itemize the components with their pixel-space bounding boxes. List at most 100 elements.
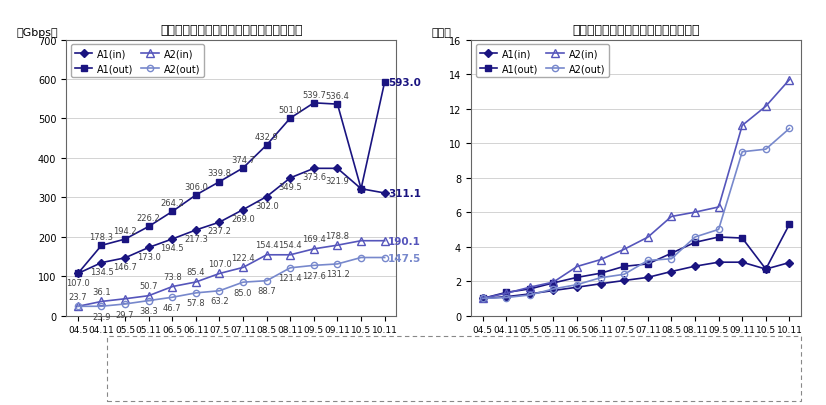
A2(in) (643, 235, 653, 240)
Text: 373.6: 373.6 (301, 173, 326, 182)
A1(in) (309, 166, 319, 171)
A2(in) (572, 264, 582, 269)
A2(in) (690, 210, 700, 215)
Text: 339.8: 339.8 (207, 169, 231, 178)
Text: 23.9: 23.9 (93, 312, 111, 321)
A1(in) (738, 260, 748, 265)
Legend: A1(in), A1(out), A2(in), A2(out): A1(in), A1(out), A2(in), A2(out) (71, 45, 204, 78)
A1(out) (690, 240, 700, 245)
A1(in) (285, 176, 295, 181)
A2(in) (120, 296, 130, 301)
A1(in) (596, 281, 605, 286)
Text: 85.4: 85.4 (187, 268, 205, 277)
A1(in) (690, 264, 700, 269)
A1(in) (667, 269, 676, 274)
A1(in) (501, 294, 511, 299)
A2(out) (333, 262, 343, 267)
A1(in) (477, 296, 487, 301)
A2(out) (477, 296, 487, 301)
A2(out) (596, 275, 605, 280)
Line: A1(in): A1(in) (75, 166, 387, 277)
A2(in) (191, 280, 201, 285)
A1(out) (596, 271, 605, 276)
A2(out) (144, 298, 154, 303)
A1(in) (380, 191, 390, 196)
A2(in) (785, 78, 795, 83)
A2(in) (215, 271, 225, 276)
A2(out) (97, 304, 107, 309)
A1(out) (380, 80, 390, 85)
A1(in) (238, 208, 248, 213)
A2(out) (285, 266, 295, 271)
Text: 536.4: 536.4 (325, 92, 349, 101)
Text: （Gbps）: （Gbps） (17, 28, 58, 38)
A2(out) (738, 150, 748, 155)
A1(out) (356, 187, 366, 192)
Text: 173.0: 173.0 (137, 252, 160, 261)
A1(out) (761, 267, 771, 272)
Line: A1(out): A1(out) (75, 79, 387, 277)
Text: 29.7: 29.7 (116, 310, 135, 319)
Text: 147.5: 147.5 (388, 253, 421, 263)
A1(out) (477, 296, 487, 301)
A1(in) (333, 166, 343, 171)
Line: A2(in): A2(in) (479, 77, 793, 303)
A1(out) (191, 193, 201, 198)
Text: 311.1: 311.1 (388, 188, 421, 198)
A1(out) (785, 222, 795, 227)
Text: 374.7: 374.7 (231, 156, 255, 164)
A1(in) (215, 220, 225, 225)
Text: 154.4: 154.4 (255, 241, 278, 249)
Text: 349.5: 349.5 (278, 183, 302, 192)
A2(in) (238, 265, 248, 270)
Text: 169.4: 169.4 (302, 235, 325, 244)
Text: 178.3: 178.3 (89, 232, 113, 242)
A2(out) (309, 263, 319, 268)
A1(out) (285, 116, 295, 121)
Text: 127.6: 127.6 (302, 271, 325, 280)
Text: 73.8: 73.8 (163, 272, 182, 281)
Text: 190.1: 190.1 (388, 236, 421, 246)
Text: 154.4: 154.4 (278, 241, 302, 249)
Text: 237.2: 237.2 (207, 227, 231, 236)
A2(out) (168, 295, 178, 300)
A1(in) (120, 256, 130, 260)
A2(in) (525, 285, 534, 290)
Text: 50.7: 50.7 (140, 281, 158, 290)
A2(out) (238, 280, 248, 285)
Title: 契約者別のトラヒック（月間平均）の推移: 契約者別のトラヒック（月間平均）の推移 (160, 23, 302, 36)
A1(out) (168, 209, 178, 214)
A2(out) (714, 228, 724, 232)
Text: 38.3: 38.3 (140, 306, 158, 315)
Text: 178.8: 178.8 (325, 231, 349, 240)
A2(in) (761, 104, 771, 109)
A1(out) (738, 236, 748, 241)
Text: 269.0: 269.0 (231, 214, 255, 223)
A1(out) (501, 290, 511, 295)
A1(out) (238, 166, 248, 171)
A1(in) (548, 288, 558, 293)
Text: 23.7: 23.7 (69, 292, 88, 301)
A2(out) (667, 257, 676, 262)
Line: A1(out): A1(out) (480, 222, 792, 302)
A2(out) (643, 258, 653, 263)
A1(out) (620, 264, 629, 269)
A2(in) (667, 215, 676, 220)
A2(out) (73, 304, 83, 309)
A2(in) (309, 247, 319, 252)
A2(in) (168, 284, 178, 289)
Text: 539.7: 539.7 (302, 90, 325, 99)
Text: 226.2: 226.2 (137, 214, 160, 223)
Text: 432.9: 432.9 (254, 132, 278, 141)
Text: 85.0: 85.0 (234, 288, 252, 297)
A1(out) (262, 143, 272, 148)
A2(in) (333, 243, 343, 248)
Text: 〔A1〕ブロードバンドサービス契約者（DSL、FTTH）のトラヒック　　　　…６ ネットワーク分: 〔A1〕ブロードバンドサービス契約者（DSL、FTTH）のトラヒック …６ ネッ… (116, 344, 402, 354)
A1(out) (525, 287, 534, 292)
A2(in) (380, 239, 390, 243)
A2(in) (356, 239, 366, 243)
Text: 131.2: 131.2 (325, 270, 349, 279)
Text: 107.0: 107.0 (66, 278, 90, 287)
Text: 302.0: 302.0 (254, 201, 278, 210)
A2(in) (285, 253, 295, 258)
